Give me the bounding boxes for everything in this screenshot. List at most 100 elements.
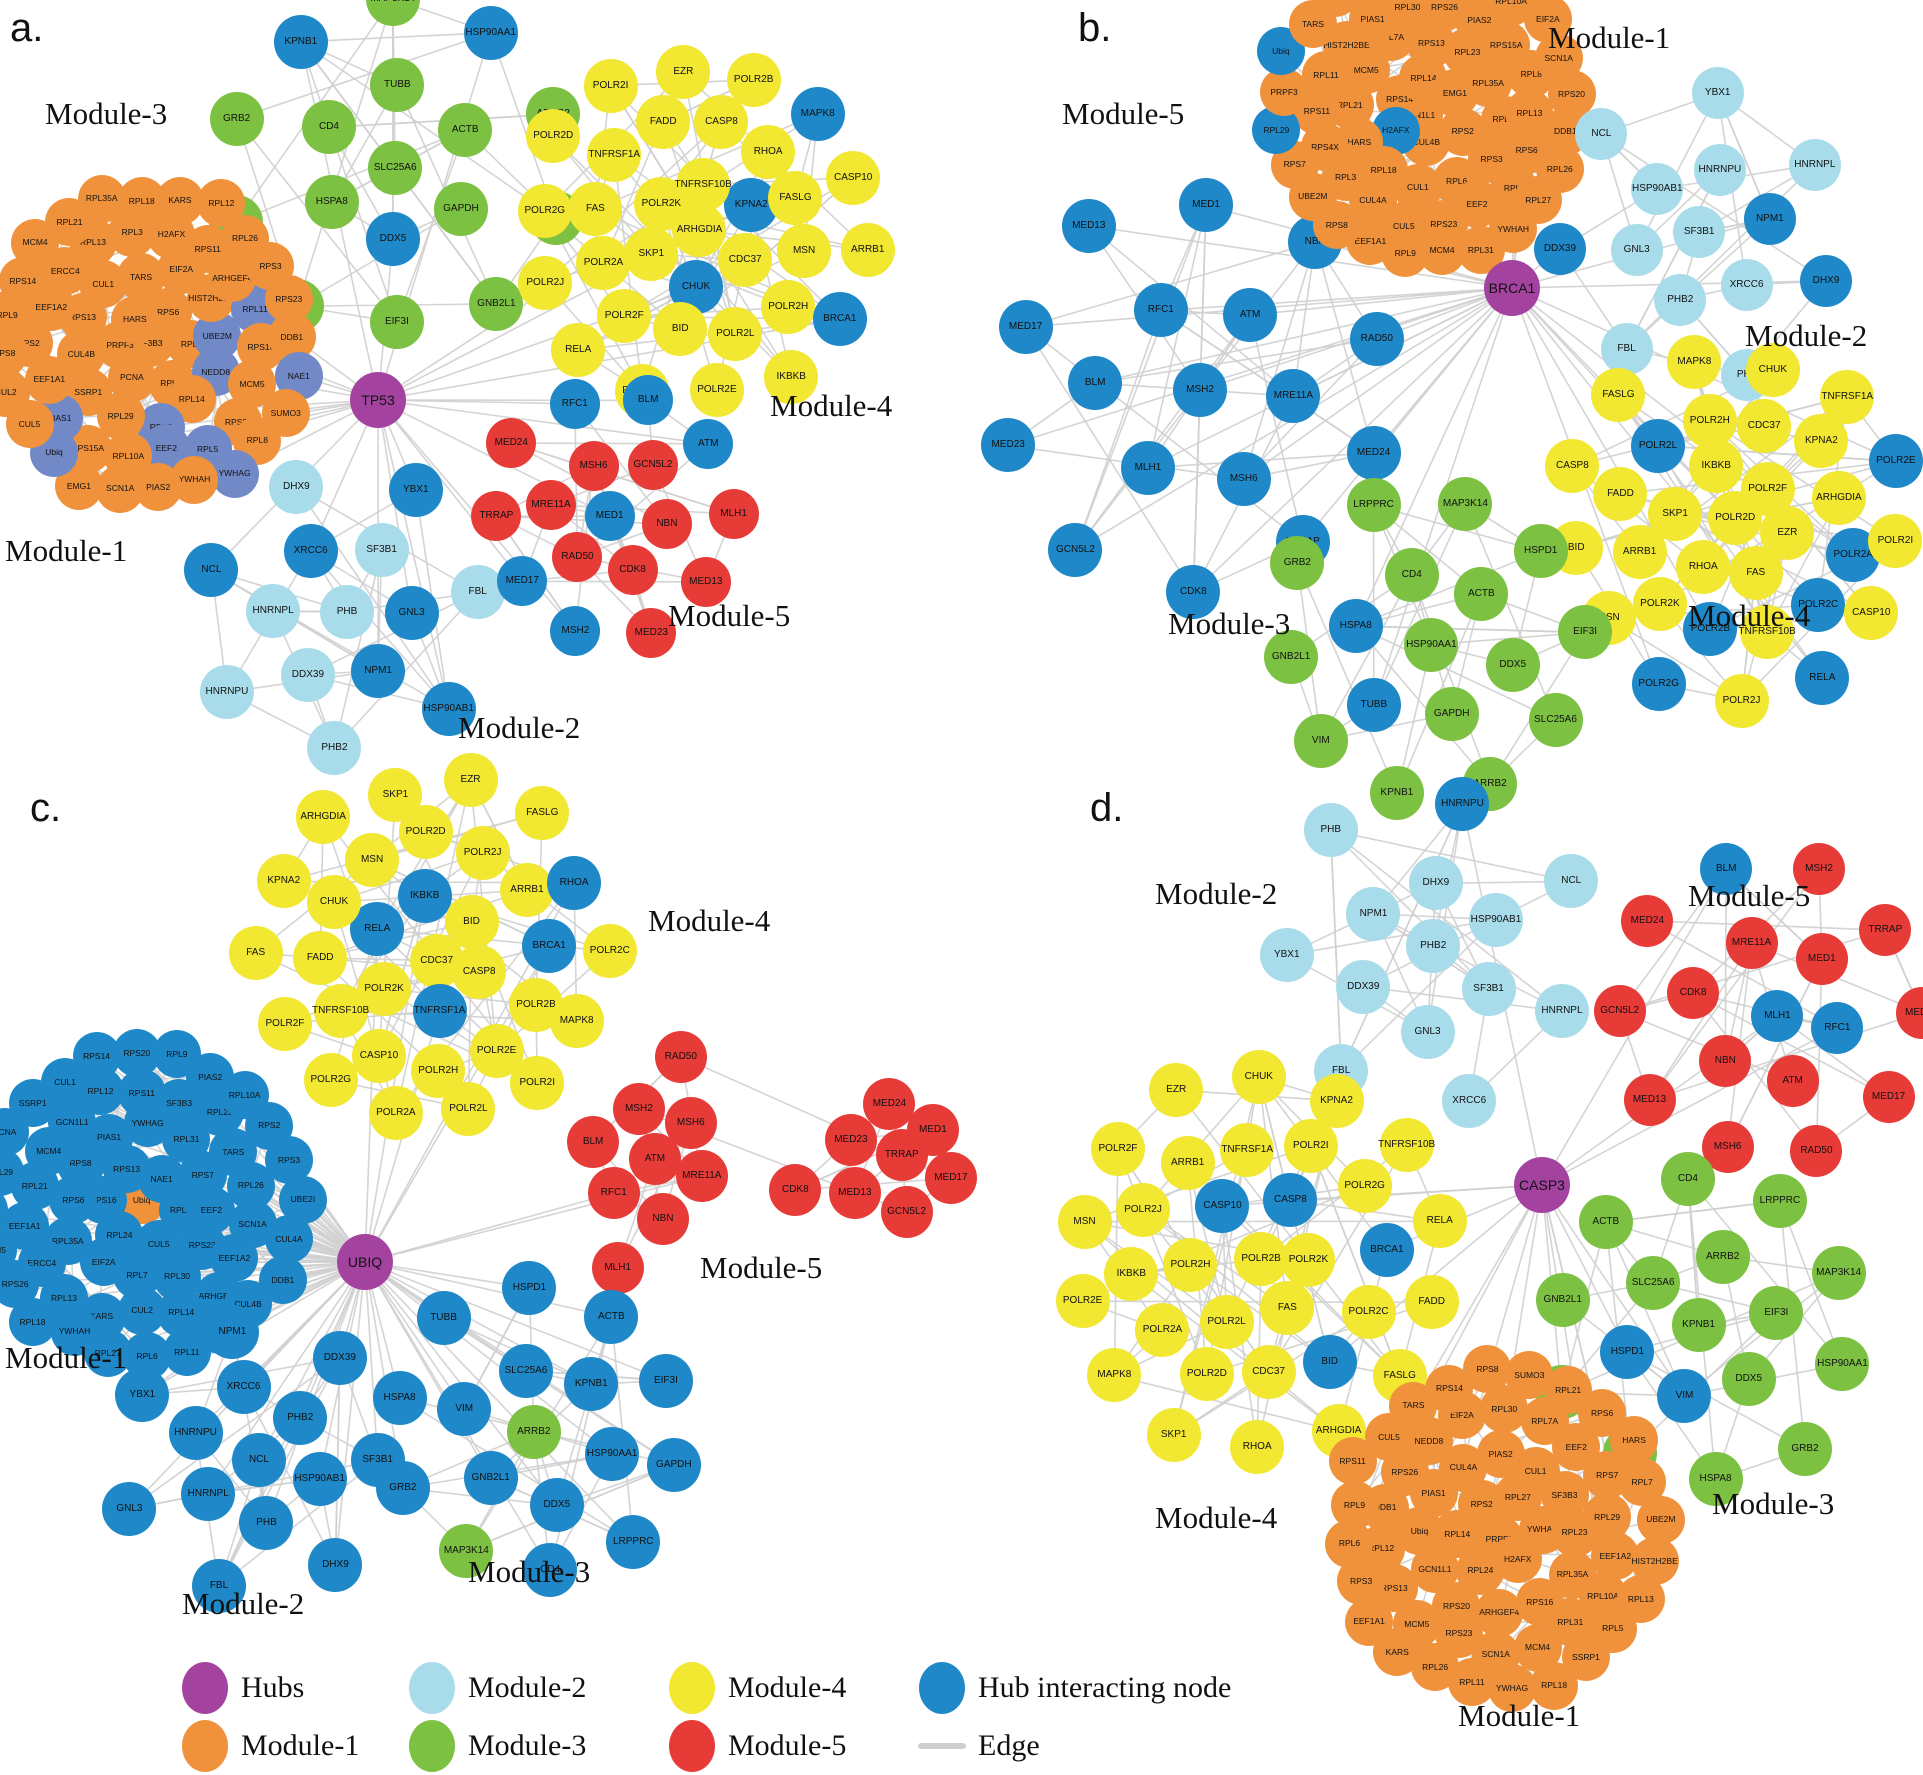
edge: [364, 1261, 667, 1382]
node-tnfrsf1a: TNFRSF1A: [587, 127, 642, 182]
module-title: Module-5: [700, 1250, 823, 1285]
node-ybx1: YBX1: [388, 463, 443, 518]
node-ddx5: DDX5: [365, 212, 420, 267]
node-slc25a6: SLC25A6: [1626, 1255, 1681, 1310]
module-title: Module-4: [648, 903, 771, 938]
node-cdk8: CDK8: [769, 1163, 822, 1216]
edge: [364, 1261, 612, 1318]
node-polr2b: POLR2B: [726, 52, 781, 107]
node-fadd: FADD: [1593, 466, 1648, 521]
node-actb: ACTB: [1578, 1195, 1633, 1250]
node-hnrnpu: HNRNPU: [1693, 143, 1746, 196]
edge: [1626, 1350, 1806, 1451]
edge: [1779, 1200, 1844, 1365]
node-eif3i: EIF3I: [1558, 605, 1613, 660]
node-casp8: CASP8: [694, 94, 749, 149]
node-npm1: NPM1: [351, 643, 406, 698]
node-trrap: TRRAP: [1859, 904, 1912, 957]
node-polr2i: POLR2I: [1868, 513, 1923, 568]
node-ube2i: UBE2I: [278, 1175, 327, 1224]
node-mre11a: MRE11A: [526, 479, 577, 530]
node-cdc37: CDC37: [1737, 398, 1792, 453]
node-polr2i: POLR2I: [1283, 1119, 1338, 1174]
panel-letter: c.: [30, 786, 62, 830]
node-slc25a6: SLC25A6: [498, 1343, 553, 1398]
edge: [265, 1261, 366, 1523]
node-mapk8: MAPK8: [790, 86, 845, 141]
node-fbl: FBL: [450, 565, 505, 620]
node-blm: BLM: [1068, 356, 1123, 411]
edge: [334, 1261, 366, 1566]
module-title: Module-5: [1688, 878, 1811, 913]
edge: [1290, 1184, 1543, 1202]
node-ncl: NCL: [231, 1432, 286, 1487]
node-lrpprc: LRPPRC: [1346, 478, 1401, 533]
node-polr2j: POLR2J: [1115, 1182, 1170, 1237]
node-mapk8: MAPK8: [1087, 1348, 1142, 1403]
edge: [377, 399, 523, 582]
node-polr2c: POLR2C: [1341, 1285, 1396, 1340]
node-rad50: RAD50: [654, 1030, 707, 1083]
legend-label-hub-interacting-node: Hub interacting node: [978, 1671, 1232, 1704]
edge: [1600, 133, 1827, 282]
node-kpnb1: KPNB1: [273, 14, 328, 69]
node-rps8: RPS8: [1463, 1344, 1512, 1393]
module-title: Module-4: [1688, 598, 1811, 633]
node-polr2b: POLR2B: [1234, 1232, 1289, 1287]
node-ddx5: DDX5: [1485, 638, 1540, 693]
node-mcm4: MCM4: [1418, 226, 1467, 275]
node-ddx5: DDX5: [529, 1478, 584, 1533]
node-phb: PHB: [1303, 803, 1358, 858]
edge: [1726, 959, 1823, 1148]
node-arrb1: ARRB1: [1160, 1136, 1215, 1191]
module-title: Module-3: [1168, 606, 1291, 641]
edge: [1160, 309, 1375, 454]
edge: [1541, 1026, 1838, 1186]
node-mlh1: MLH1: [591, 1242, 644, 1295]
edge: [300, 31, 491, 43]
node-fbl: FBL: [191, 1559, 246, 1614]
node-gnl3: GNL3: [384, 585, 439, 640]
node-med23: MED23: [626, 607, 677, 658]
node-ywhah: YWHAH: [50, 1307, 99, 1356]
edge: [310, 550, 450, 710]
edge: [1355, 625, 1491, 785]
node-ncl: NCL: [184, 543, 239, 598]
node-vim: VIM: [1293, 713, 1348, 768]
node-xrcc6: XRCC6: [216, 1360, 271, 1415]
node-med1: MED1: [906, 1103, 959, 1156]
node-hnrnpu: HNRNPU: [168, 1405, 223, 1460]
edge: [296, 0, 394, 307]
edge: [300, 41, 557, 219]
node-hnrnpl: HNRNPL: [181, 1466, 236, 1521]
legend-label-hubs: Hubs: [241, 1671, 305, 1704]
legend-swatch-hub-interacting-node: [919, 1662, 965, 1714]
node-rfc1: RFC1: [587, 1167, 640, 1220]
node-arhgef4: ARHGEF4: [1475, 1588, 1524, 1637]
node-med24: MED24: [1346, 425, 1401, 480]
node-phb2: PHB2: [307, 720, 362, 775]
edge: [1340, 803, 1464, 1072]
node-rela: RELA: [1412, 1194, 1467, 1249]
node-hsp90ab1: HSP90AB1: [421, 681, 476, 736]
node-pias2: PIAS2: [186, 1053, 235, 1102]
node-blm: BLM: [1700, 843, 1753, 896]
edge: [377, 318, 840, 401]
edge: [307, 591, 479, 676]
node-faslg: FASLG: [515, 785, 570, 840]
node-lrpprc: LRPPRC: [1752, 1173, 1807, 1228]
node-faslg: FASLG: [768, 170, 823, 225]
node-med24: MED24: [863, 1078, 916, 1131]
module-title: Module-3: [1712, 1486, 1835, 1521]
node-polr2h: POLR2H: [1163, 1237, 1218, 1292]
node-med17: MED17: [924, 1152, 977, 1205]
node-phb: PHB: [239, 1495, 294, 1550]
node-casp10: CASP10: [1195, 1178, 1250, 1233]
node-med1: MED1: [1795, 933, 1848, 986]
module-title: Module-1: [5, 533, 128, 568]
node-polr2l: POLR2L: [1631, 418, 1686, 473]
node-brca1: BRCA1: [1359, 1222, 1414, 1277]
edge: [1314, 241, 1375, 454]
node-tubb: TUBB: [370, 58, 425, 113]
module-title: Module-2: [1745, 318, 1868, 353]
